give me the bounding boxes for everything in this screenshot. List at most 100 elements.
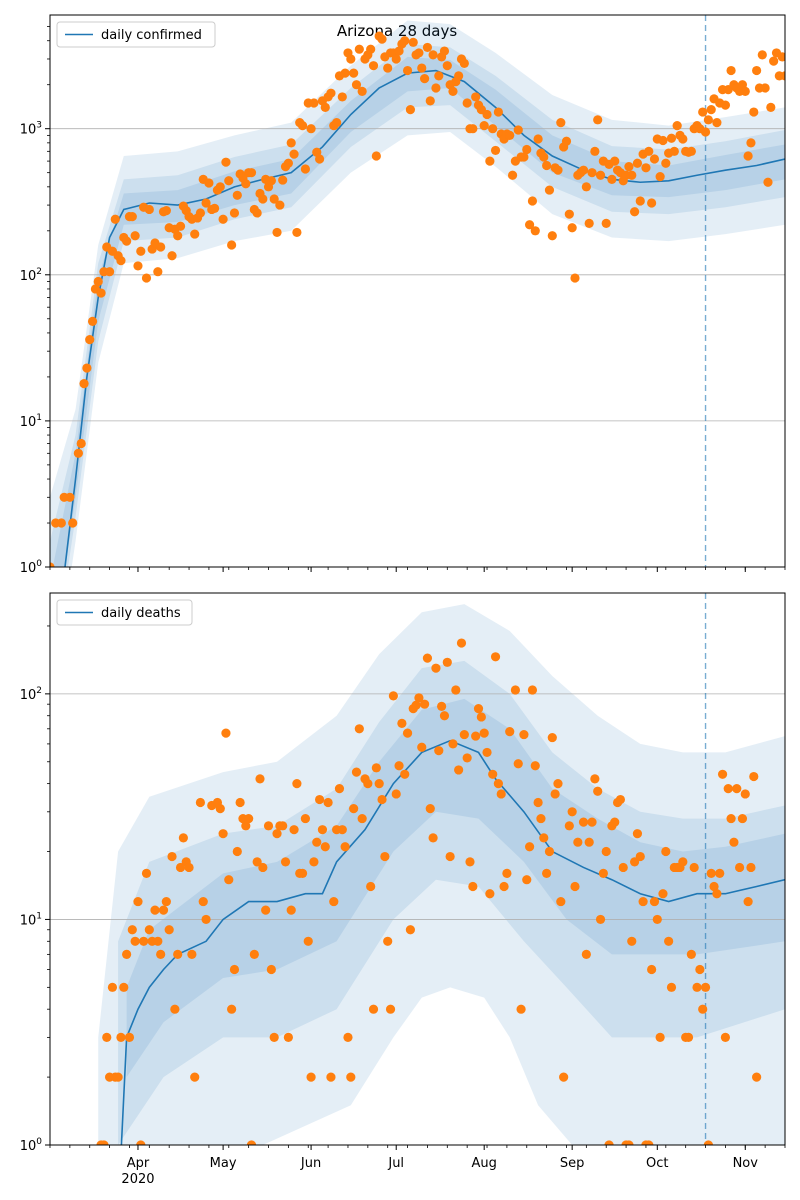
data-point [726,65,736,76]
data-point [544,185,555,195]
data-point [232,190,242,200]
x-tick-label: Sep [560,1156,585,1171]
data-point [530,226,540,236]
data-point [578,165,589,175]
data-point [465,857,475,867]
data-point [201,914,211,925]
data-point [343,1032,353,1042]
data-point [402,728,413,738]
data-point [229,208,240,218]
data-point [275,200,285,210]
data-point [164,925,174,935]
data-point [246,168,257,178]
x-tick-label: Aug [471,1156,496,1171]
data-point [167,251,177,261]
data-point [505,130,515,140]
data-point [746,862,756,873]
y-tick-label: 100 [20,1137,43,1154]
data-point [629,207,640,217]
data-point [300,813,311,824]
data-point [752,65,762,76]
data-point [346,54,356,64]
legend-label: daily deaths [101,606,181,621]
data-point [241,179,251,189]
data-point [87,316,98,326]
data-point [170,1004,180,1014]
data-point [136,246,146,256]
data-point [493,107,503,117]
data-point [584,218,594,228]
data-point [388,691,398,701]
data-point [454,765,464,775]
uncertainty-bands [98,604,785,1145]
data-point [366,44,376,54]
data-point [314,794,325,805]
data-point [524,220,535,230]
data-point [309,857,319,867]
data-point [678,857,688,867]
data-point [598,868,608,878]
data-point [462,98,472,108]
data-point [649,154,660,164]
data-point [161,206,171,216]
data-point [351,80,362,90]
data-point [740,86,750,96]
data-point [300,164,311,174]
data-point [252,208,262,218]
data-point [414,48,424,58]
data-point [195,208,206,218]
data-point [269,194,279,204]
data-point [209,203,220,213]
data-point [408,37,418,47]
observed-points [96,638,762,1145]
data-point [624,1140,634,1145]
data-point [561,136,572,146]
data-point [411,700,421,710]
data-point [536,813,546,824]
data-point [439,711,450,721]
data-point [479,728,489,738]
legend-box [56,21,216,48]
data-point [306,1072,316,1082]
uncertainty-band-3 [126,698,785,1078]
data-point [604,1140,614,1145]
data-point [249,949,259,959]
data-point [133,261,143,271]
data-point [615,794,626,805]
data-point [349,803,359,814]
data-point [289,149,299,159]
data-point [544,846,555,857]
data-point [712,889,722,899]
data-point [559,1072,569,1082]
data-point [124,1032,135,1042]
data-point [527,685,538,695]
data-point [266,964,276,975]
data-point [601,218,611,228]
data-point [601,846,611,857]
x-tick-label: May [210,1156,237,1171]
plot-frame [49,14,786,568]
plot-frame [49,592,786,1146]
data-point [130,231,140,241]
data-point [587,817,597,827]
data-point [437,701,447,711]
data-point [448,739,458,749]
data-point [312,837,322,847]
data-point [417,63,427,73]
data-point [187,949,197,959]
data-point [175,221,186,231]
data-point [595,914,606,925]
data-point [93,276,103,287]
data-point [445,851,455,862]
y-tick-label: 100 [20,559,43,576]
uncertainty-band-1 [98,604,785,1145]
data-point [749,107,759,117]
data-point [669,146,679,156]
data-point [56,518,66,528]
data-point [292,227,302,238]
uncertainty-band-3 [52,56,785,567]
data-point [542,160,552,171]
data-point [110,214,120,224]
data-point [715,868,725,878]
data-point [383,63,393,73]
